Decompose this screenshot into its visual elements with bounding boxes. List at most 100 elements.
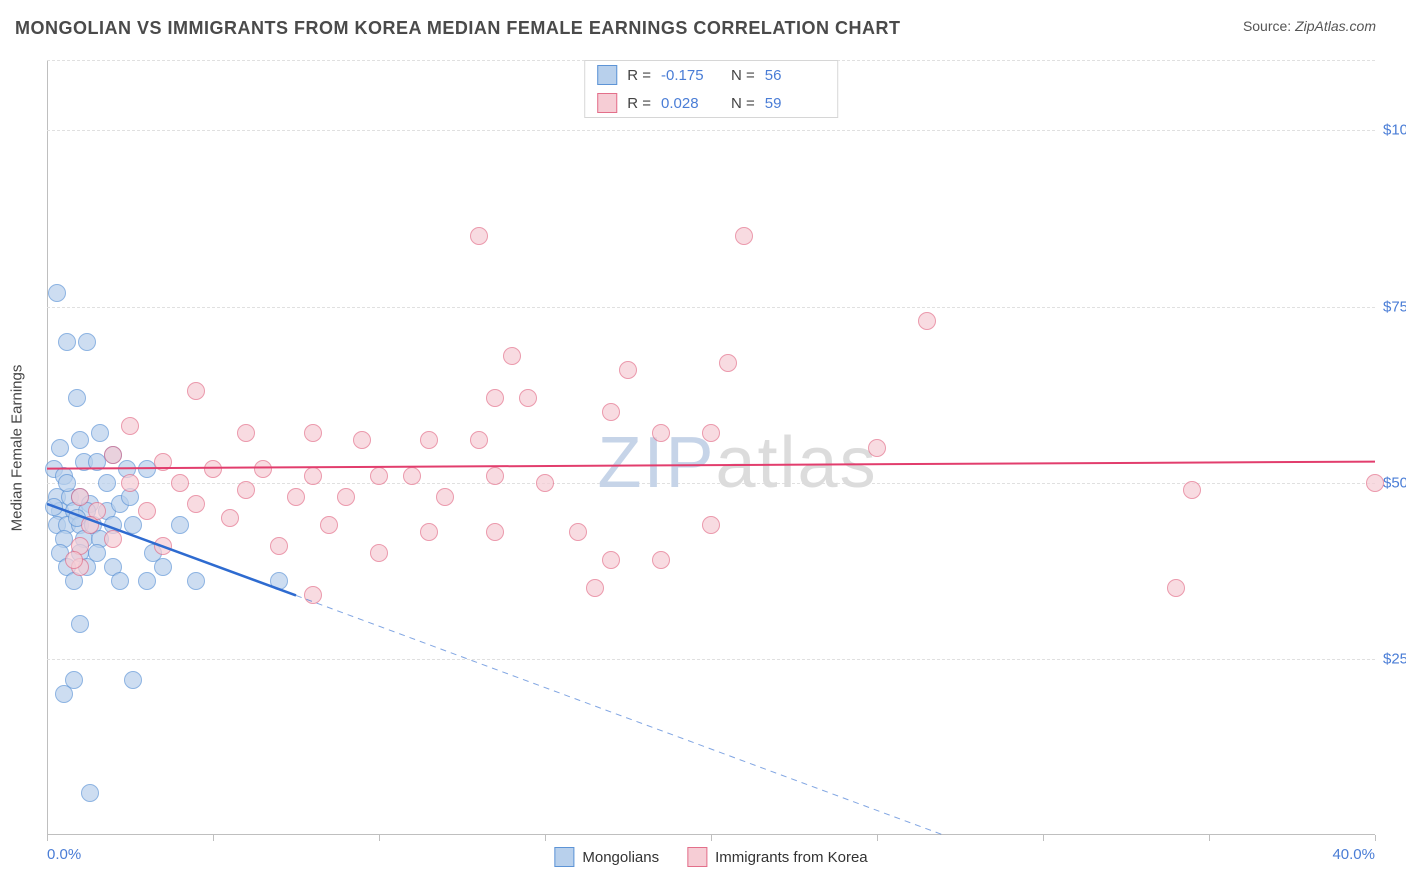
data-point-korea	[353, 431, 371, 449]
y-axis-label: Median Female Earnings	[9, 364, 26, 531]
stat-n-label: N =	[731, 95, 755, 112]
data-point-korea	[154, 453, 172, 471]
data-point-korea	[1167, 579, 1185, 597]
stat-n-label: N =	[731, 67, 755, 84]
data-point-korea	[403, 467, 421, 485]
data-point-korea	[304, 467, 322, 485]
x-tick-label-min: 0.0%	[47, 846, 81, 863]
data-point-mongolians	[111, 572, 129, 590]
gridline	[47, 659, 1375, 660]
data-point-mongolians	[91, 424, 109, 442]
y-tick-label: $100,000	[1383, 122, 1406, 139]
data-point-mongolians	[88, 453, 106, 471]
trend-line-korea	[47, 462, 1375, 469]
stat-r-value: 0.028	[661, 95, 721, 112]
data-point-korea	[420, 523, 438, 541]
data-point-korea	[602, 403, 620, 421]
data-point-korea	[204, 460, 222, 478]
data-point-korea	[187, 495, 205, 513]
legend-item-korea: Immigrants from Korea	[687, 847, 868, 867]
data-point-korea	[237, 481, 255, 499]
data-point-korea	[719, 354, 737, 372]
data-point-mongolians	[138, 572, 156, 590]
data-point-korea	[918, 312, 936, 330]
data-point-mongolians	[71, 431, 89, 449]
x-tick	[1209, 835, 1210, 841]
legend-swatch	[687, 847, 707, 867]
data-point-korea	[304, 424, 322, 442]
data-point-korea	[71, 488, 89, 506]
x-tick	[545, 835, 546, 841]
data-point-korea	[420, 431, 438, 449]
data-point-korea	[436, 488, 454, 506]
data-point-mongolians	[124, 671, 142, 689]
data-point-korea	[221, 509, 239, 527]
x-tick	[711, 835, 712, 841]
legend-swatch	[597, 93, 617, 113]
data-point-korea	[569, 523, 587, 541]
data-point-mongolians	[124, 516, 142, 534]
data-point-korea	[602, 551, 620, 569]
data-point-korea	[154, 537, 172, 555]
chart-header: MONGOLIAN VS IMMIGRANTS FROM KOREA MEDIA…	[0, 0, 1406, 49]
data-point-korea	[304, 586, 322, 604]
x-tick	[47, 835, 48, 841]
data-point-mongolians	[71, 615, 89, 633]
data-point-korea	[470, 227, 488, 245]
data-point-mongolians	[58, 474, 76, 492]
trend-line-dash-mongolians	[296, 595, 943, 835]
legend-label: Immigrants from Korea	[715, 849, 868, 866]
data-point-mongolians	[51, 439, 69, 457]
watermark-part-b: atlas	[716, 423, 878, 503]
source-label: Source:	[1243, 18, 1295, 34]
data-point-korea	[270, 537, 288, 555]
data-point-mongolians	[171, 516, 189, 534]
x-tick	[213, 835, 214, 841]
x-tick	[379, 835, 380, 841]
data-point-korea	[619, 361, 637, 379]
x-tick	[1375, 835, 1376, 841]
y-tick-label: $25,000	[1383, 650, 1406, 667]
data-point-mongolians	[45, 498, 63, 516]
stat-r-value: -0.175	[661, 67, 721, 84]
legend-stat-row-korea: R = 0.028N = 59	[585, 89, 837, 117]
data-point-korea	[104, 446, 122, 464]
data-point-korea	[320, 516, 338, 534]
data-point-mongolians	[138, 460, 156, 478]
plot-region: ZIPatlas R = -0.175N = 56R = 0.028N = 59…	[47, 60, 1375, 835]
stat-r-label: R =	[627, 67, 651, 84]
legend-label: Mongolians	[582, 849, 659, 866]
series-legend: Mongolians Immigrants from Korea	[554, 847, 867, 867]
gridline	[47, 130, 1375, 131]
source-attribution: Source: ZipAtlas.com	[1243, 18, 1376, 34]
data-point-korea	[65, 551, 83, 569]
data-point-korea	[370, 544, 388, 562]
stat-n-value: 59	[765, 95, 825, 112]
data-point-korea	[503, 347, 521, 365]
data-point-mongolians	[98, 474, 116, 492]
data-point-mongolians	[48, 284, 66, 302]
data-point-korea	[104, 530, 122, 548]
data-point-mongolians	[78, 333, 96, 351]
data-point-korea	[519, 389, 537, 407]
data-point-korea	[121, 417, 139, 435]
data-point-korea	[81, 516, 99, 534]
data-point-korea	[138, 502, 156, 520]
x-tick-label-max: 40.0%	[1332, 846, 1375, 863]
data-point-korea	[652, 551, 670, 569]
correlation-legend: R = -0.175N = 56R = 0.028N = 59	[584, 60, 838, 118]
data-point-korea	[735, 227, 753, 245]
data-point-korea	[536, 474, 554, 492]
data-point-korea	[586, 579, 604, 597]
data-point-korea	[470, 431, 488, 449]
data-point-mongolians	[187, 572, 205, 590]
chart-area: Median Female Earnings ZIPatlas R = -0.1…	[47, 60, 1375, 835]
y-tick-label: $75,000	[1383, 298, 1406, 315]
chart-title: MONGOLIAN VS IMMIGRANTS FROM KOREA MEDIA…	[15, 18, 900, 39]
y-axis-line	[47, 60, 48, 835]
legend-item-mongolians: Mongolians	[554, 847, 659, 867]
data-point-mongolians	[58, 333, 76, 351]
data-point-korea	[652, 424, 670, 442]
data-point-korea	[237, 424, 255, 442]
stat-n-value: 56	[765, 67, 825, 84]
